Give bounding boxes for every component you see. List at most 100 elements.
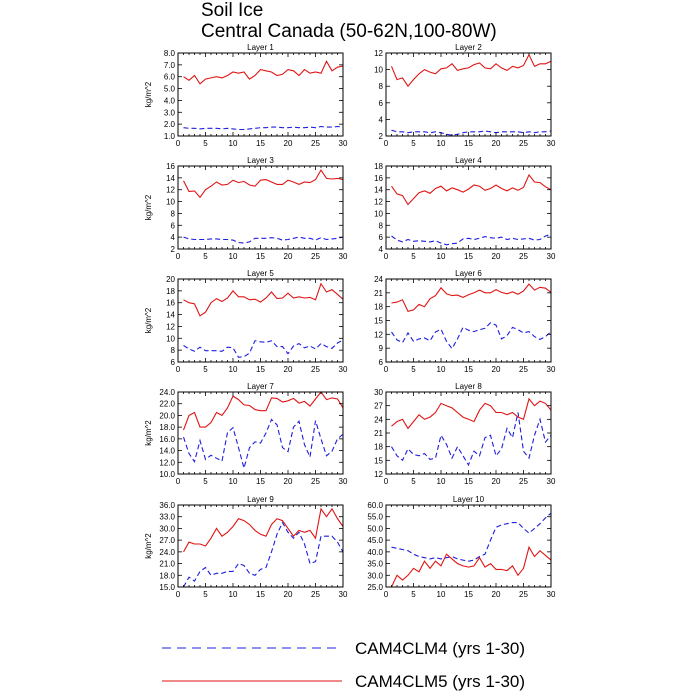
plot-frame xyxy=(177,504,344,588)
y-tick-label: 5.0 xyxy=(164,85,176,94)
y-tick-label: 12 xyxy=(166,322,175,331)
y-tick-label: 24.0 xyxy=(159,388,175,397)
y-tick-label: 12 xyxy=(374,49,383,58)
y-tick-label: 15 xyxy=(374,317,383,326)
chart-panel-2: 0 5 10 15 20 25 30 2 4 6 8 10 12 Layer 2 xyxy=(374,43,556,148)
legend-entry-clm4: CAM4CLM4 (yrs 1-30) xyxy=(162,639,525,658)
y-tick-label: 4 xyxy=(379,245,384,254)
y-tick-label: 20 xyxy=(166,275,175,284)
x-tick-label: 15 xyxy=(256,139,265,148)
x-tick-label: 0 xyxy=(384,365,389,374)
y-tick-label: 8 xyxy=(171,209,176,218)
panel-title: Layer 2 xyxy=(455,43,482,52)
y-tick-label: 16 xyxy=(166,162,175,171)
x-tick-label: 20 xyxy=(492,139,501,148)
x-tick-label: 0 xyxy=(384,139,389,148)
series-line-clm4 xyxy=(391,412,552,467)
plot-frame xyxy=(385,52,552,137)
y-tick-label: 27.0 xyxy=(159,536,175,545)
x-tick-label: 0 xyxy=(176,590,181,599)
x-tick-label: 30 xyxy=(339,252,348,261)
y-tick-label: 2 xyxy=(171,245,176,254)
y-tick-label: 25.0 xyxy=(367,583,383,592)
x-tick-label: 20 xyxy=(492,365,501,374)
y-tick-label: 7.0 xyxy=(164,61,176,70)
x-tick-label: 5 xyxy=(203,477,208,486)
y-tick-label: 6 xyxy=(379,358,384,367)
x-tick-label: 15 xyxy=(464,365,473,374)
y-axis-label: kg/m^2 xyxy=(144,307,153,333)
chart-panel-1: 0 5 10 15 20 25 30 1.0 2.0 3.0 4.0 5.0 6.0 7.0 8.0 Laye… xyxy=(144,43,348,148)
y-tick-label: 24 xyxy=(374,275,383,284)
y-tick-label: 14 xyxy=(374,186,383,195)
y-tick-label: 4.0 xyxy=(164,96,176,105)
y-tick-label: 14.0 xyxy=(159,447,175,456)
x-tick-label: 10 xyxy=(229,252,238,261)
legend-label: CAM4CLM5 (yrs 1-30) xyxy=(355,672,525,691)
y-tick-label: 10 xyxy=(374,209,383,218)
chart-panel-4: 0 5 10 15 20 25 30 4 6 8 10 12 14 16 18 Layer 4 xyxy=(374,156,556,261)
series-line-clm5 xyxy=(183,169,344,199)
y-tick-label: 27 xyxy=(374,402,383,411)
y-tick-label: 6 xyxy=(379,233,384,242)
x-tick-label: 5 xyxy=(203,139,208,148)
chart-panel-9: 0 5 10 15 20 25 30 15.0 18.0 21.0 24.0 27.0 30.0 33.0… xyxy=(144,495,348,599)
x-tick-label: 20 xyxy=(284,139,293,148)
panel-title: Layer 10 xyxy=(453,495,485,504)
x-tick-label: 30 xyxy=(547,477,556,486)
y-tick-label: 8.0 xyxy=(164,49,176,58)
x-tick-label: 20 xyxy=(284,365,293,374)
y-tick-label: 12 xyxy=(374,330,383,339)
x-tick-label: 5 xyxy=(203,365,208,374)
y-axis-label: kg/m^2 xyxy=(144,81,153,107)
x-tick-label: 25 xyxy=(311,590,320,599)
x-tick-label: 0 xyxy=(176,139,181,148)
y-tick-label: 16.0 xyxy=(159,435,175,444)
y-tick-label: 35.0 xyxy=(367,560,383,569)
panel-title: Layer 1 xyxy=(247,43,274,52)
panel-title: Layer 3 xyxy=(247,156,274,165)
x-tick-label: 20 xyxy=(492,252,501,261)
chart-panel-8: 0 5 10 15 20 25 30 12 15 18 21 24 27 30 Layer 8 xyxy=(374,382,556,486)
y-tick-label: 18 xyxy=(374,443,383,452)
x-tick-label: 10 xyxy=(437,477,446,486)
y-tick-label: 14 xyxy=(166,311,175,320)
panel-title: Layer 9 xyxy=(247,495,274,504)
x-tick-label: 5 xyxy=(203,590,208,599)
y-tick-label: 21 xyxy=(374,429,383,438)
series-line-clm4 xyxy=(391,129,552,136)
x-tick-label: 15 xyxy=(464,590,473,599)
series-line-clm5 xyxy=(391,545,552,588)
y-axis-label: kg/m^2 xyxy=(144,194,153,220)
x-tick-label: 5 xyxy=(411,477,416,486)
x-tick-label: 5 xyxy=(203,252,208,261)
x-tick-label: 30 xyxy=(339,139,348,148)
series-line-clm4 xyxy=(182,418,344,471)
x-tick-label: 10 xyxy=(437,139,446,148)
y-tick-label: 55.0 xyxy=(367,513,383,522)
x-tick-label: 25 xyxy=(311,252,320,261)
x-tick-label: 25 xyxy=(519,365,528,374)
chart-panel-7: 0 5 10 15 20 25 30 10.0 12.0 14.0 16.0 18.0 20.0 22.0… xyxy=(144,382,348,486)
x-tick-label: 30 xyxy=(339,365,348,374)
y-tick-label: 24 xyxy=(374,415,383,424)
y-tick-label: 10 xyxy=(166,334,175,343)
series-line-clm5 xyxy=(391,397,552,430)
y-tick-label: 40.0 xyxy=(367,548,383,557)
x-tick-label: 30 xyxy=(547,590,556,599)
y-tick-label: 6.0 xyxy=(164,73,176,82)
figure-subtitle: Central Canada (50-62N,100-80W) xyxy=(201,21,497,42)
y-tick-label: 33.0 xyxy=(159,513,175,522)
y-tick-label: 12 xyxy=(166,186,175,195)
x-tick-label: 15 xyxy=(256,590,265,599)
x-tick-label: 15 xyxy=(464,139,473,148)
x-tick-label: 25 xyxy=(311,477,320,486)
y-tick-label: 6 xyxy=(171,358,176,367)
y-tick-label: 8 xyxy=(171,346,176,355)
x-tick-label: 15 xyxy=(256,365,265,374)
panel-title: Layer 4 xyxy=(455,156,482,165)
plot-frame xyxy=(385,278,552,363)
series-line-clm5 xyxy=(182,391,344,431)
y-tick-label: 18 xyxy=(374,303,383,312)
series-line-clm5 xyxy=(183,282,344,317)
